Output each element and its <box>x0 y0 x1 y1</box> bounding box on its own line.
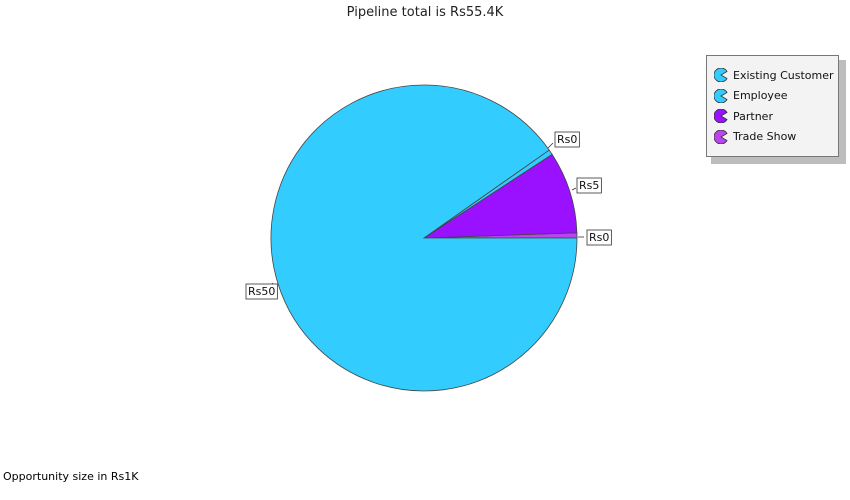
pie-slice-icon <box>714 109 728 124</box>
data-label: Rs0 <box>589 231 609 244</box>
legend-label: Partner <box>733 109 773 123</box>
legend-label: Existing Customer <box>733 68 834 82</box>
data-label: Rs5 <box>579 179 599 192</box>
legend-label: Employee <box>733 89 788 103</box>
legend-item-partner: Partner <box>714 106 838 127</box>
pie-slices <box>270 84 578 392</box>
data-label: Rs0 <box>557 133 577 146</box>
legend-label: Trade Show <box>733 130 797 144</box>
chart-title: Pipeline total is Rs55.4K <box>346 5 504 20</box>
chart-footnote: Opportunity size in Rs1K <box>3 470 139 483</box>
data-label-box <box>576 177 602 194</box>
legend-item-trade-show: Trade Show <box>714 127 838 148</box>
pie-slice-employee <box>270 84 578 392</box>
legend: Existing Customer Employee Partner Trade… <box>706 55 839 157</box>
legend-item-existing-customer: Existing Customer <box>714 65 838 86</box>
pie-slice-partner <box>422 153 578 239</box>
data-label-box <box>554 131 580 148</box>
pie-slice-icon <box>714 129 728 144</box>
data-label-box <box>586 229 612 246</box>
data-label: Rs50 <box>248 285 275 298</box>
data-label-leader <box>547 142 554 149</box>
data-label-leader <box>571 187 577 191</box>
legend-item-employee: Employee <box>714 86 838 107</box>
data-label-box <box>245 283 278 300</box>
pie-data-labels: Rs0 Rs5 Rs0 Rs50 <box>245 131 612 300</box>
pie-slice-icon <box>714 68 728 83</box>
pie-slice-icon <box>714 88 728 103</box>
